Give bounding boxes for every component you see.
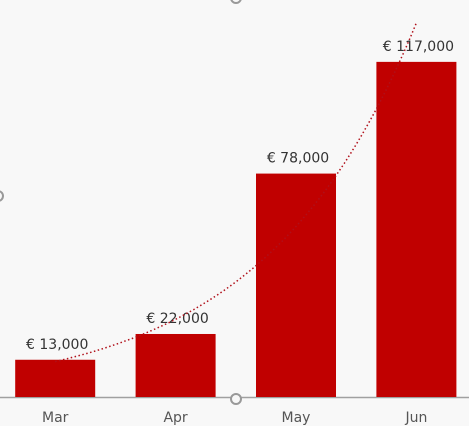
bar xyxy=(135,333,216,397)
resize-handle[interactable] xyxy=(0,190,4,202)
x-tick-label: May xyxy=(282,410,311,426)
bar xyxy=(256,173,336,397)
value-label: € 78,000 xyxy=(267,151,329,167)
x-tick-label: Apr xyxy=(163,410,187,426)
x-tick-label: Jun xyxy=(404,410,427,426)
value-label: € 117,000 xyxy=(383,39,454,55)
value-label: € 13,000 xyxy=(26,337,88,353)
bar xyxy=(376,61,457,398)
value-label: € 22,000 xyxy=(146,311,208,327)
x-tick-label: Mar xyxy=(42,410,69,426)
resize-handle[interactable] xyxy=(230,0,242,4)
resize-handle[interactable] xyxy=(230,393,242,405)
bar xyxy=(15,359,96,397)
